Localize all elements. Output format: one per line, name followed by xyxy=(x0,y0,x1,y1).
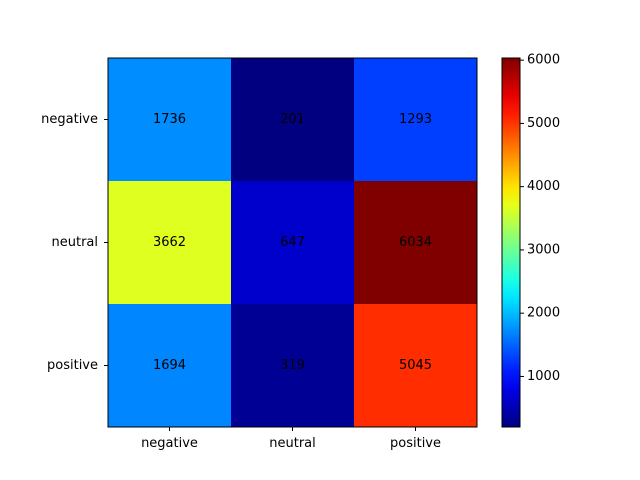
cell-value-label: 1293 xyxy=(399,112,432,127)
heatmap-cell xyxy=(108,58,232,182)
y-tick-label: neutral xyxy=(52,235,99,250)
heatmap-cells: 1736 201 1293 3662 647 6034 1694 319 5045 xyxy=(108,58,478,428)
cell-value-label: 5045 xyxy=(399,358,432,373)
cell-value-label: 1736 xyxy=(153,112,186,127)
heatmap-cell xyxy=(231,181,355,305)
x-tick-label: neutral xyxy=(269,436,316,451)
cell-value-label: 201 xyxy=(280,112,305,127)
x-tick-label: positive xyxy=(390,436,441,451)
colorbar-tick-label: 3000 xyxy=(527,242,560,257)
cell-value-label: 647 xyxy=(280,235,305,250)
x-axis: negative neutral positive xyxy=(141,427,441,451)
heatmap-cell xyxy=(231,304,355,428)
colorbar-gradient xyxy=(501,57,521,428)
cell-value-label: 319 xyxy=(280,358,305,373)
cell-value-label: 1694 xyxy=(153,358,186,373)
heatmap-cell xyxy=(108,304,232,428)
cell-value-label: 3662 xyxy=(153,235,186,250)
colorbar-tick-label: 1000 xyxy=(527,369,560,384)
heatmap-cell xyxy=(108,181,232,305)
heatmap-cell xyxy=(231,58,355,182)
colorbar-tick-label: 6000 xyxy=(527,53,560,68)
y-axis: negative neutral positive xyxy=(41,112,108,373)
colorbar-tick-label: 5000 xyxy=(527,116,560,131)
y-tick-label: negative xyxy=(41,112,98,127)
heatmap-cell xyxy=(354,304,478,428)
colorbar-tick-label: 2000 xyxy=(527,306,560,321)
colorbar: 1000 2000 3000 4000 5000 6000 xyxy=(501,53,560,428)
x-tick-label: negative xyxy=(141,436,198,451)
cell-value-label: 6034 xyxy=(399,235,432,250)
heatmap-cell xyxy=(354,181,478,305)
y-tick-label: positive xyxy=(47,358,98,373)
colorbar-tick-label: 4000 xyxy=(527,179,560,194)
heatmap-cell xyxy=(354,58,478,182)
